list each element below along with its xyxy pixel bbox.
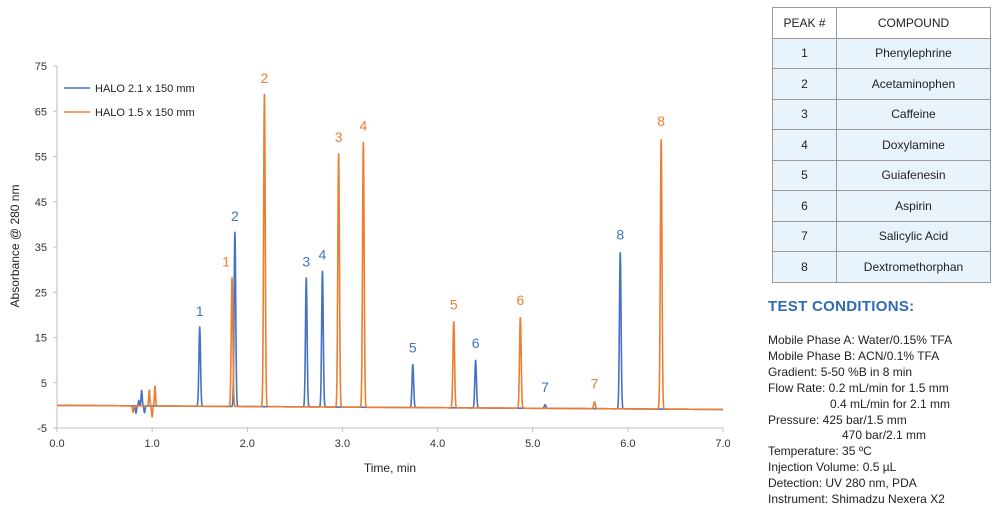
table-row: 6 Aspirin bbox=[772, 190, 991, 222]
x-tick-label: 0.0 bbox=[49, 438, 64, 450]
peak-label: 3 bbox=[335, 129, 343, 145]
table-row: 2 Acetaminophen bbox=[772, 68, 991, 100]
compound-name: Salicylic Acid bbox=[836, 220, 991, 252]
legend-entry: HALO 2.1 x 150 mm bbox=[95, 83, 195, 95]
header-compound: COMPOUND bbox=[836, 7, 991, 39]
condition-flow-rate: Flow Rate: 0.2 mL/min for 1.5 mm bbox=[768, 380, 949, 395]
x-tick-label: 6.0 bbox=[620, 438, 635, 450]
y-tick-label: 15 bbox=[35, 333, 47, 345]
y-tick-label: 35 bbox=[35, 242, 47, 254]
test-conditions-list: Mobile Phase A: Water/0.15% TFA Mobile P… bbox=[768, 333, 952, 508]
table-row: 3 Caffeine bbox=[772, 98, 991, 130]
compound-name: Caffeine bbox=[836, 98, 991, 130]
peak-number: 6 bbox=[772, 190, 837, 222]
table-header-row: PEAK # COMPOUND bbox=[772, 7, 991, 39]
series-line bbox=[56, 93, 724, 418]
peak-label: 2 bbox=[261, 70, 269, 86]
condition-gradient: Gradient: 5-50 %B in 8 min bbox=[768, 364, 913, 379]
legend: HALO 2.1 x 150 mm HALO 1.5 x 150 mm bbox=[64, 83, 195, 119]
x-tick-label: 4.0 bbox=[430, 438, 445, 450]
condition-mobile-phase-a: Mobile Phase A: Water/0.15% TFA bbox=[768, 333, 953, 347]
condition-detection: Detection: UV 280 nm, PDA bbox=[768, 476, 917, 491]
series-lines bbox=[56, 93, 724, 418]
header-peak-number: PEAK # bbox=[772, 7, 837, 39]
y-tick-label: 55 bbox=[35, 152, 47, 164]
chromatogram-chart: 0.0 1.0 2.0 3.0 4.0 5.0 6.0 7.0-551525354555657… bbox=[8, 61, 731, 475]
test-conditions-title: TEST CONDITIONS: bbox=[768, 298, 915, 315]
legend-entry: HALO 1.5 x 150 mm bbox=[95, 107, 195, 119]
peak-number: 5 bbox=[772, 159, 837, 191]
table-row: 1 Phenylephrine bbox=[772, 37, 991, 69]
peak-number: 8 bbox=[772, 251, 837, 283]
table-row: 7 Salicylic Acid bbox=[772, 220, 991, 252]
condition-pressure-continued: 470 bar/2.1 mm bbox=[842, 428, 927, 443]
table-row: 5 Guiafenesin bbox=[772, 159, 991, 191]
y-tick-label: 75 bbox=[35, 61, 47, 73]
y-tick-label: 5 bbox=[41, 378, 47, 390]
y-tick-label: -5 bbox=[37, 423, 47, 435]
peak-compound-table: PEAK # COMPOUND 1 Phenylephrine 2 Acetamin… bbox=[772, 7, 991, 283]
peak-number: 7 bbox=[772, 220, 837, 252]
peak-label: 2 bbox=[231, 208, 239, 224]
peak-label: 7 bbox=[591, 376, 599, 392]
peak-label: 4 bbox=[359, 118, 367, 134]
compound-name: Guiafenesin bbox=[836, 159, 991, 191]
condition-pressure: Pressure: 425 bar/1.5 mm bbox=[768, 412, 907, 427]
y-tick-label: 65 bbox=[35, 106, 47, 118]
compound-name: Acetaminophen bbox=[836, 68, 991, 100]
peak-number: 3 bbox=[772, 98, 837, 130]
y-tick-label: 25 bbox=[35, 287, 47, 299]
peak-label: 1 bbox=[222, 253, 230, 269]
peak-label: 3 bbox=[302, 253, 310, 269]
peak-number: 1 bbox=[772, 37, 837, 69]
y-axis-title: Absorbance @ 280 nm bbox=[8, 185, 22, 308]
condition-flow-rate-continued: 0.4 mL/min for 2.1 mm bbox=[830, 396, 951, 411]
peak-number: 2 bbox=[772, 68, 837, 100]
x-tick-label: 3.0 bbox=[335, 438, 350, 450]
peak-label: 6 bbox=[472, 335, 480, 351]
x-tick-label: 7.0 bbox=[715, 438, 730, 450]
peak-label: 4 bbox=[319, 247, 327, 263]
peak-label: 6 bbox=[516, 292, 524, 308]
condition-mobile-phase-b: Mobile Phase B: ACN/0.1% TFA bbox=[768, 348, 940, 363]
peak-label: 1 bbox=[196, 303, 204, 319]
compound-name: Aspirin bbox=[836, 190, 991, 222]
x-tick-label: 1.0 bbox=[144, 438, 159, 450]
peak-number: 4 bbox=[772, 129, 837, 161]
peak-label: 5 bbox=[450, 296, 458, 312]
series-line bbox=[56, 231, 724, 414]
peak-label: 8 bbox=[616, 226, 624, 242]
x-tick-label: 2.0 bbox=[240, 438, 255, 450]
condition-injection-volume: Injection Volume: 0.5 µL bbox=[768, 460, 897, 475]
compound-name: Phenylephrine bbox=[836, 37, 991, 69]
peak-label: 5 bbox=[409, 339, 417, 355]
peak-label: 7 bbox=[541, 379, 549, 395]
x-axis-title: Time, min bbox=[364, 461, 416, 475]
table-row: 4 Doxylamine bbox=[772, 129, 991, 161]
peak-label: 8 bbox=[657, 113, 665, 129]
y-tick-label: 45 bbox=[35, 197, 47, 209]
compound-name: Doxylamine bbox=[836, 129, 991, 161]
table-row: 8 Dextromethorphan bbox=[772, 251, 991, 283]
x-tick-label: 5.0 bbox=[525, 438, 540, 450]
axes: 0.0 1.0 2.0 3.0 4.0 5.0 6.0 7.0-551525354555657… bbox=[35, 61, 731, 450]
condition-instrument: Instrument: Shimadzu Nexera X2 bbox=[768, 492, 945, 507]
compound-name: Dextromethorphan bbox=[836, 251, 991, 283]
condition-temperature: Temperature: 35 ºC bbox=[768, 444, 872, 459]
